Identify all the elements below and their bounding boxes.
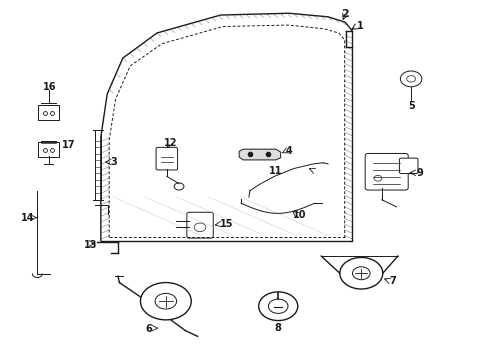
Text: 4: 4: [286, 146, 293, 156]
FancyBboxPatch shape: [187, 212, 213, 238]
Text: 14: 14: [21, 213, 35, 222]
Text: 6: 6: [146, 324, 152, 334]
Text: 17: 17: [62, 140, 76, 150]
Text: 13: 13: [84, 240, 97, 250]
Text: 1: 1: [357, 21, 364, 31]
Text: 11: 11: [269, 166, 282, 176]
Text: 3: 3: [111, 157, 118, 167]
FancyBboxPatch shape: [38, 105, 59, 120]
Text: 10: 10: [293, 210, 306, 220]
Text: 9: 9: [417, 168, 424, 178]
Text: 12: 12: [164, 139, 178, 148]
Text: 16: 16: [43, 82, 56, 92]
Polygon shape: [239, 149, 281, 160]
FancyBboxPatch shape: [38, 142, 59, 157]
Text: 5: 5: [408, 101, 415, 111]
Text: 2: 2: [341, 9, 348, 19]
Text: 7: 7: [390, 276, 396, 286]
FancyBboxPatch shape: [399, 158, 418, 174]
FancyBboxPatch shape: [365, 153, 408, 190]
Text: 8: 8: [275, 323, 282, 333]
FancyBboxPatch shape: [156, 147, 177, 170]
Text: 15: 15: [220, 219, 233, 229]
